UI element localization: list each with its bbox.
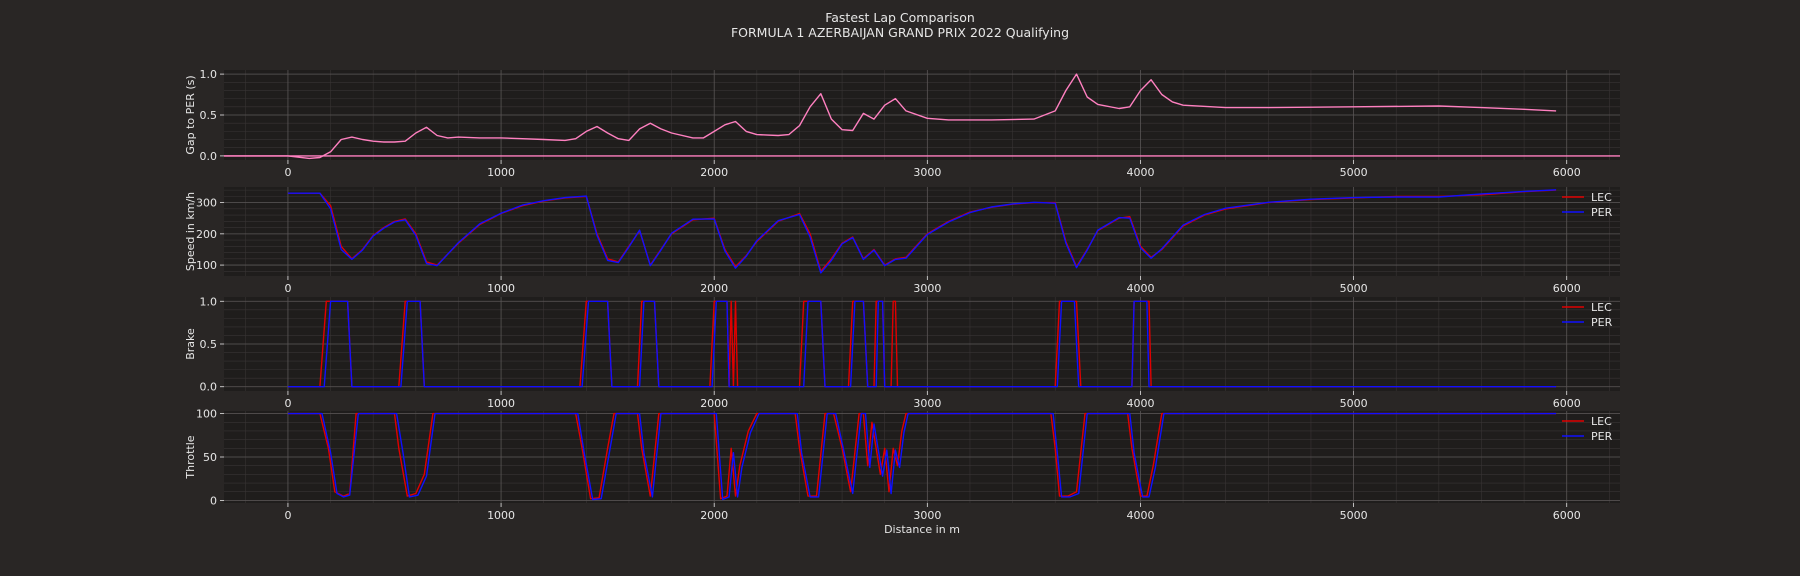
panel-2-xtick-label: 5000 (1340, 397, 1368, 410)
panel-0-ytick-label: 0.5 (200, 109, 218, 122)
x-axis-label: Distance in m (884, 523, 960, 536)
chart-title: Fastest Lap Comparison (825, 10, 975, 25)
panel-1-xtick-label: 3000 (913, 282, 941, 295)
panel-1-xtick-label: 6000 (1553, 282, 1581, 295)
panel-0-xtick-label: 1000 (487, 166, 515, 179)
panel-0-xtick-label: 2000 (700, 166, 728, 179)
panel-0-xtick-label: 6000 (1553, 166, 1581, 179)
panel-1-xtick-label: 1000 (487, 282, 515, 295)
panel-2-xtick-label: 3000 (913, 397, 941, 410)
panel-0-xtick-label: 3000 (913, 166, 941, 179)
panel-2-xtick-label: 1000 (487, 397, 515, 410)
panel-1-background (224, 187, 1620, 276)
panel-1-ylabel: Speed in km/h (184, 192, 197, 271)
panel-1-ytick-label: 100 (196, 259, 217, 272)
panel-2-xtick-label: 6000 (1553, 397, 1581, 410)
panel-0-xtick-label: 4000 (1126, 166, 1154, 179)
panel-3-xtick-label: 6000 (1553, 509, 1581, 522)
chart-subtitle: FORMULA 1 AZERBAIJAN GRAND PRIX 2022 Qua… (730, 25, 1070, 40)
panel-2-series-per-line (287, 300, 1557, 388)
panel-2-ytick-label: 1.0 (200, 295, 218, 308)
panel-1-series-per-line (287, 189, 1557, 274)
panel-1-ytick-label: 300 (196, 197, 217, 210)
legend-2-label-lec: LEC (1591, 301, 1612, 314)
panel-2-ytick-label: 0.5 (200, 338, 218, 351)
panel-3-ytick-label: 50 (203, 451, 217, 464)
panel-0-ytick-label: 1.0 (200, 68, 218, 81)
panel-3-xtick-label: 4000 (1126, 509, 1154, 522)
panel-1-ytick-label: 200 (196, 228, 217, 241)
panel-3-xtick-label: 5000 (1340, 509, 1368, 522)
panel-3-xtick-label: 0 (284, 509, 291, 522)
legend-3-label-lec: LEC (1591, 415, 1612, 428)
panel-0-ytick-label: 0.0 (200, 150, 218, 163)
panel-2-xtick-label: 4000 (1126, 397, 1154, 410)
panel-0-xtick-label: 0 (284, 166, 291, 179)
panel-1-xtick-label: 2000 (700, 282, 728, 295)
panel-3-xtick-label: 1000 (487, 509, 515, 522)
panel-0-ylabel: Gap to PER (s) (184, 75, 197, 154)
panel-3-ylabel: Throttle (184, 435, 197, 479)
panel-1-xtick-label: 0 (284, 282, 291, 295)
panel-2-ytick-label: 0.0 (200, 381, 218, 394)
panel-3-series-lec-line (287, 412, 1557, 500)
panel-0-xtick-label: 5000 (1340, 166, 1368, 179)
panel-2-ylabel: Brake (184, 328, 197, 360)
panel-1-xtick-label: 5000 (1340, 282, 1368, 295)
panel-3-xtick-label: 3000 (913, 509, 941, 522)
legend-2-label-per: PER (1591, 316, 1613, 329)
panel-2-xtick-label: 2000 (700, 397, 728, 410)
legend-1-label-lec: LEC (1591, 191, 1612, 204)
legend-1-label-per: PER (1591, 206, 1613, 219)
legend-3-label-per: PER (1591, 430, 1613, 443)
panel-3-ytick-label: 100 (196, 408, 217, 421)
panel-1-xtick-label: 4000 (1126, 282, 1154, 295)
panel-3-xtick-label: 2000 (700, 509, 728, 522)
panel-0-series-0-line (224, 73, 1557, 160)
panel-3-series-per-line (287, 412, 1557, 501)
panel-2-xtick-label: 0 (284, 397, 291, 410)
panel-3-ytick-label: 0 (210, 494, 217, 507)
